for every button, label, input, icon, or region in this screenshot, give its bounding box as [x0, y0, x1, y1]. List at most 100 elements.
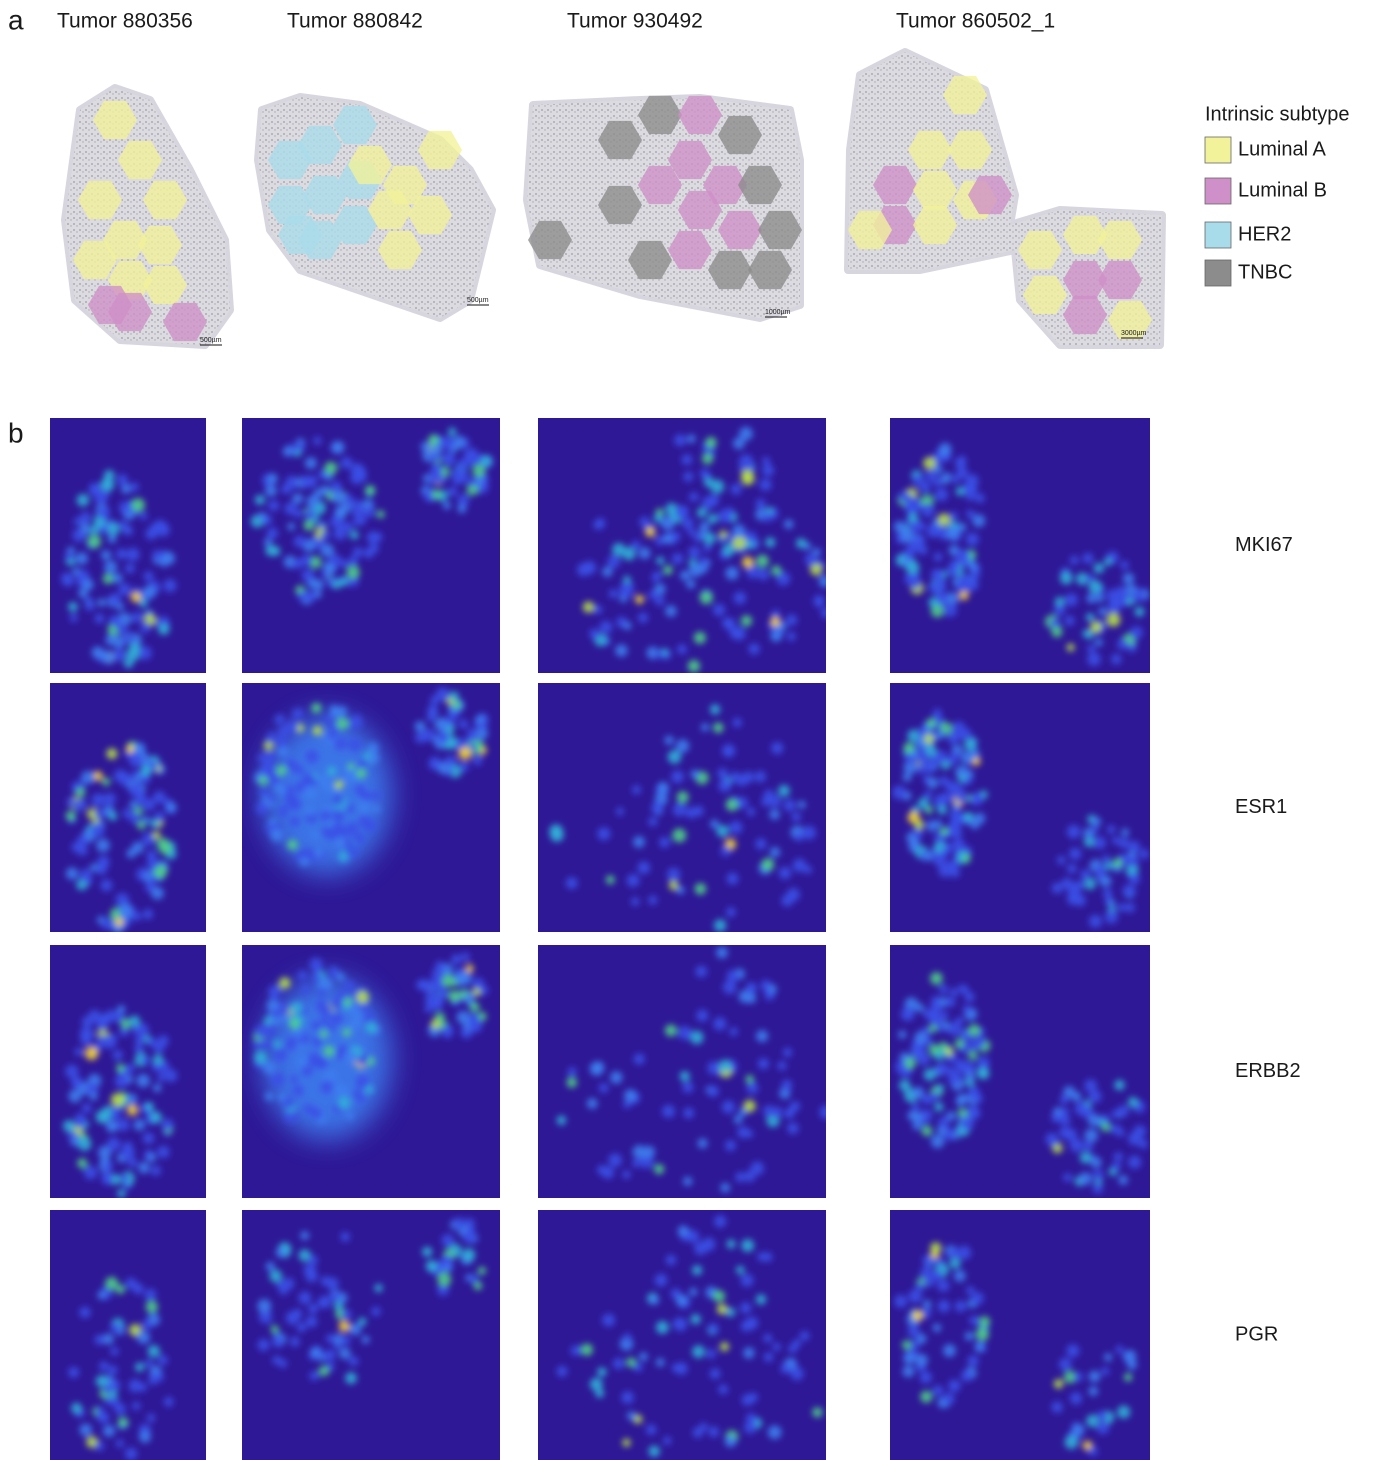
- expression-spot: [954, 1300, 967, 1313]
- heatmap: [50, 1210, 206, 1460]
- subtype-spot: [748, 250, 792, 290]
- expression-spot: [153, 1041, 165, 1054]
- expression-spot: [304, 457, 317, 470]
- expression-spot: [645, 526, 656, 538]
- expression-spot: [424, 994, 435, 1006]
- expression-spot: [902, 1340, 912, 1350]
- expression-spot: [733, 1115, 743, 1125]
- expression-spot: [923, 1094, 933, 1105]
- expression-spot: [294, 764, 304, 775]
- expression-spot: [1113, 1152, 1124, 1162]
- expression-spot: [1053, 603, 1066, 616]
- expression-spot: [292, 558, 304, 570]
- expression-spot: [709, 1368, 721, 1380]
- expression-spot: [129, 800, 138, 809]
- expression-spot: [110, 1398, 120, 1408]
- expression-spot: [915, 765, 925, 774]
- expression-spot: [1138, 1139, 1148, 1149]
- expression-spot: [771, 1106, 783, 1118]
- expression-spot: [264, 1091, 275, 1101]
- expression-spot: [956, 466, 968, 479]
- expression-spot: [648, 1445, 660, 1458]
- expression-spot: [1064, 1435, 1079, 1450]
- expression-spot: [282, 1097, 295, 1110]
- expression-spot: [662, 1104, 675, 1118]
- expression-spot: [951, 721, 966, 735]
- expression-spot: [426, 713, 435, 722]
- expression-spot: [582, 601, 595, 613]
- expression-spot: [332, 822, 344, 833]
- expression-spot: [133, 1119, 146, 1131]
- subtype-spot: [348, 145, 392, 185]
- expression-spot: [556, 1115, 567, 1126]
- expression-spot: [950, 809, 962, 821]
- expression-spot: [771, 609, 781, 620]
- expression-spot: [480, 455, 492, 467]
- expression-spot: [345, 822, 360, 836]
- expression-spot: [334, 737, 347, 751]
- expression-spot: [732, 437, 745, 450]
- expression-spot: [756, 1030, 769, 1043]
- expression-spot: [100, 550, 112, 561]
- scale-label: 3000µm: [1121, 330, 1147, 337]
- expression-spot: [276, 745, 289, 758]
- expression-spot: [699, 557, 708, 566]
- expression-spot: [469, 1274, 479, 1284]
- expression-spot: [943, 1344, 956, 1358]
- expression-spot: [580, 1343, 593, 1356]
- expression-spot: [125, 1093, 138, 1105]
- heatmap-spots: [556, 1215, 823, 1458]
- expression-spot: [633, 1362, 643, 1372]
- expression-spot: [449, 691, 459, 701]
- expression-spot: [305, 510, 315, 521]
- expression-spot: [702, 453, 714, 465]
- expression-spot: [102, 1424, 116, 1437]
- expression-spot: [89, 863, 98, 872]
- expression-spot: [298, 1291, 312, 1305]
- tissue: [65, 88, 230, 345]
- expression-spot: [1104, 910, 1118, 924]
- expression-spot: [442, 451, 456, 465]
- expression-spot: [720, 846, 731, 857]
- expression-spot: [1117, 1105, 1130, 1117]
- expression-spot: [665, 502, 678, 516]
- expression-spot: [597, 827, 611, 841]
- expression-spot: [130, 592, 142, 603]
- expression-spot: [456, 1010, 470, 1024]
- expression-spot: [707, 1085, 719, 1097]
- expression-spot: [79, 1026, 94, 1041]
- expression-spot: [927, 777, 939, 789]
- expression-spot: [607, 554, 621, 569]
- expression-spot: [103, 1386, 111, 1395]
- expression-spot: [679, 1071, 690, 1082]
- legend-label: TNBC: [1238, 261, 1292, 283]
- expression-spot: [964, 991, 975, 1003]
- heatmap-spots: [253, 952, 489, 1124]
- expression-spot: [649, 1295, 660, 1305]
- expression-spot: [915, 1353, 928, 1367]
- expression-spot: [349, 714, 363, 729]
- expression-spot: [946, 1111, 956, 1121]
- expression-spot: [893, 520, 906, 533]
- expression-spot: [939, 827, 949, 836]
- expression-spot: [365, 1021, 377, 1034]
- expression-spot: [723, 617, 736, 631]
- expression-spot: [115, 1439, 124, 1448]
- expression-spot: [96, 1412, 107, 1422]
- expression-spot: [966, 509, 975, 519]
- expression-spot: [1103, 557, 1113, 567]
- expression-spot: [1086, 1414, 1099, 1428]
- expression-spot: [1111, 836, 1120, 845]
- subtype-spot: [528, 220, 572, 260]
- expression-spot: [819, 1105, 826, 1120]
- expression-spot: [448, 765, 462, 778]
- expression-spot: [107, 534, 117, 544]
- expression-spot: [740, 615, 753, 627]
- expression-spot: [303, 519, 315, 531]
- expression-spot: [152, 549, 163, 561]
- expression-spot: [159, 558, 169, 567]
- expression-spot: [68, 602, 78, 612]
- expression-spot: [270, 1009, 280, 1018]
- expression-spot: [1120, 560, 1129, 570]
- expression-spot: [273, 1047, 288, 1062]
